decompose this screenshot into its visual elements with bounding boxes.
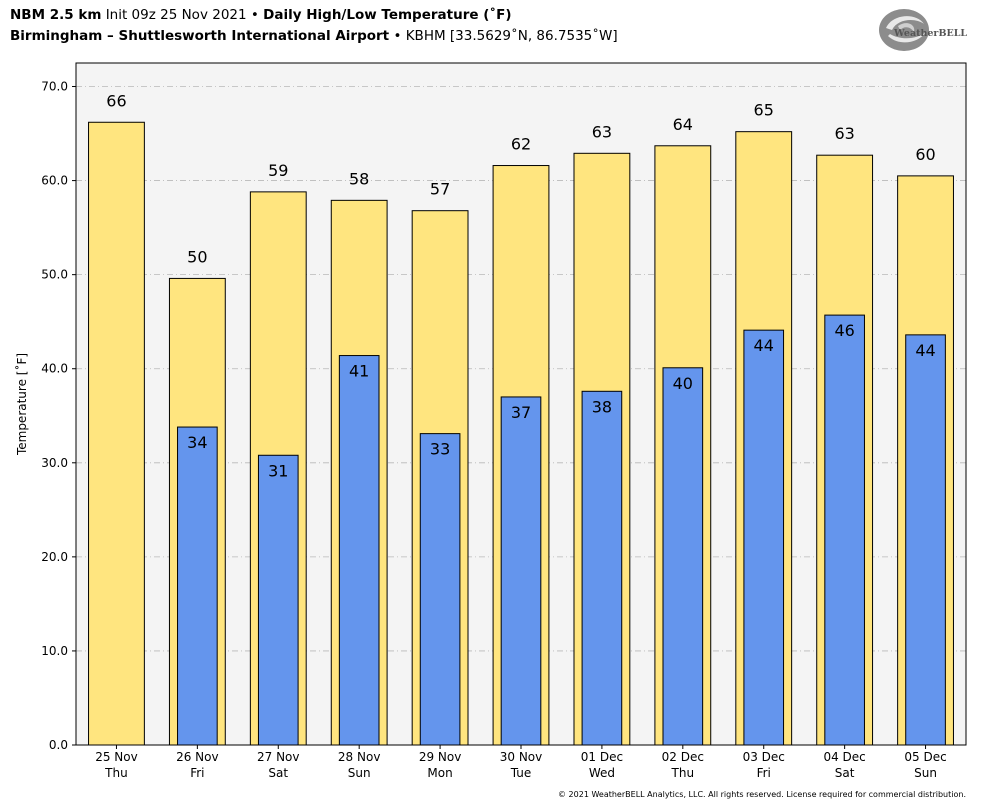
station-name: Birmingham – Shuttlesworth International… bbox=[10, 28, 390, 44]
station-info: KBHM [33.5629˚N, 86.7535˚W] bbox=[405, 28, 618, 44]
low-temp-bar bbox=[824, 314, 865, 746]
y-tick-label: 0.0 bbox=[49, 738, 68, 752]
x-tick-label-date: 29 Nov bbox=[419, 750, 462, 764]
chart-header-line-1: NBM 2.5 km Init 09z 25 Nov 2021 • Daily … bbox=[10, 7, 512, 23]
high-temp-label: 65 bbox=[754, 101, 774, 120]
high-temp-bar bbox=[88, 121, 145, 746]
x-tick-label-date: 02 Dec bbox=[662, 750, 704, 764]
copyright-notice: © 2021 WeatherBELL Analytics, LLC. All r… bbox=[558, 790, 966, 799]
x-tick-label-date: 03 Dec bbox=[743, 750, 785, 764]
high-temp-label: 57 bbox=[430, 180, 450, 199]
init-time: Init 09z 25 Nov 2021 bbox=[105, 7, 247, 23]
y-axis-title: Temperature [˚F] bbox=[14, 353, 29, 456]
low-temp-label: 44 bbox=[754, 336, 774, 355]
high-temp-label: 59 bbox=[268, 161, 288, 180]
x-tick-label-date: 26 Nov bbox=[176, 750, 219, 764]
low-temp-bar bbox=[500, 396, 542, 746]
low-temp-label: 34 bbox=[187, 433, 207, 452]
high-temp-label: 58 bbox=[349, 169, 369, 188]
low-temp-label: 40 bbox=[673, 374, 693, 393]
y-tick-label: 50.0 bbox=[41, 268, 68, 282]
x-tick-label-day: Wed bbox=[589, 766, 615, 780]
low-temp-bar bbox=[338, 355, 380, 746]
y-tick-label: 10.0 bbox=[41, 644, 68, 658]
low-temp-bar bbox=[257, 454, 299, 746]
low-temp-label: 44 bbox=[915, 341, 935, 360]
low-temp-bar bbox=[905, 334, 946, 746]
low-temp-label: 31 bbox=[268, 461, 288, 480]
x-tick-label-date: 04 Dec bbox=[823, 750, 865, 764]
high-temp-label: 64 bbox=[673, 115, 693, 134]
y-tick-label: 40.0 bbox=[41, 362, 68, 376]
y-tick-label: 70.0 bbox=[41, 80, 68, 94]
x-tick-label-date: 28 Nov bbox=[338, 750, 381, 764]
x-tick-label-day: Sun bbox=[348, 766, 371, 780]
low-temp-label: 41 bbox=[349, 362, 369, 381]
high-temp-label: 63 bbox=[834, 124, 854, 143]
low-temp-bar bbox=[743, 329, 785, 746]
low-temp-label: 33 bbox=[430, 440, 450, 459]
x-tick-label-day: Thu bbox=[671, 766, 695, 780]
logo-text: WeatherBELL bbox=[893, 28, 967, 39]
high-temp-label: 66 bbox=[106, 91, 126, 110]
x-tick-label-date: 05 Dec bbox=[904, 750, 946, 764]
weatherbell-logo: WeatherBELL bbox=[876, 6, 968, 54]
low-temp-bar bbox=[662, 367, 704, 746]
y-tick-label: 30.0 bbox=[41, 456, 68, 470]
high-temp-label: 50 bbox=[187, 247, 207, 266]
chart-header-line-2: Birmingham – Shuttlesworth International… bbox=[10, 28, 618, 44]
product-name: Daily High/Low Temperature (˚F) bbox=[263, 7, 512, 23]
low-temp-label: 46 bbox=[834, 321, 854, 340]
weatherbell-swirl-logo-icon bbox=[879, 9, 929, 51]
low-temp-bar bbox=[581, 390, 623, 746]
low-temp-bar bbox=[419, 433, 461, 746]
x-tick-label-day: Mon bbox=[427, 766, 452, 780]
x-tick-label-day: Sun bbox=[914, 766, 937, 780]
x-tick-label-day: Thu bbox=[104, 766, 128, 780]
low-temp-label: 37 bbox=[511, 403, 531, 422]
high-temp-label: 63 bbox=[592, 122, 612, 141]
x-tick-label-day: Tue bbox=[510, 766, 532, 780]
low-temp-label: 38 bbox=[592, 397, 612, 416]
header-separator: • bbox=[393, 28, 402, 44]
x-tick-label-day: Fri bbox=[190, 766, 204, 780]
y-tick-label: 20.0 bbox=[41, 550, 68, 564]
x-tick-label-date: 25 Nov bbox=[95, 750, 138, 764]
y-tick-label: 60.0 bbox=[41, 174, 68, 188]
header-separator: • bbox=[250, 7, 259, 23]
x-tick-label-day: Sat bbox=[835, 766, 855, 780]
plot-frame bbox=[75, 62, 967, 746]
x-tick-label-date: 01 Dec bbox=[581, 750, 623, 764]
high-temp-label: 60 bbox=[915, 145, 935, 164]
x-tick-label-day: Sat bbox=[268, 766, 288, 780]
x-tick-label-date: 27 Nov bbox=[257, 750, 300, 764]
model-name: NBM 2.5 km bbox=[10, 7, 102, 23]
high-temp-label: 62 bbox=[511, 135, 531, 154]
x-tick-label-date: 30 Nov bbox=[500, 750, 543, 764]
low-temp-bar bbox=[177, 426, 218, 746]
x-tick-label-day: Fri bbox=[757, 766, 771, 780]
